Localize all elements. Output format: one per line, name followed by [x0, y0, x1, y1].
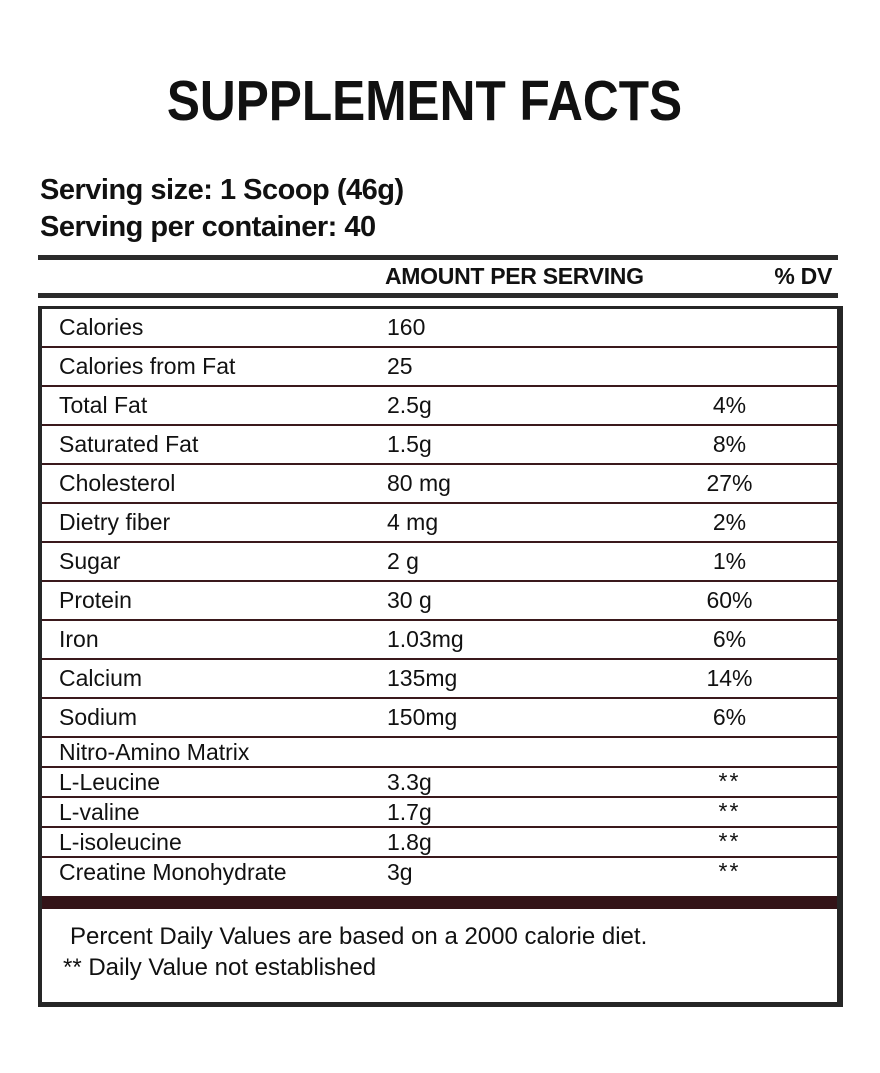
nutrient-label: L-Leucine [59, 768, 161, 795]
nutrient-dv: ** [718, 828, 741, 854]
table-row-iron: Iron 1.03mg 6% [42, 619, 837, 658]
table-row-cholesterol: Cholesterol 80 mg 27% [42, 463, 837, 502]
nutrient-label: Dietry fiber [59, 509, 171, 535]
table-row-creatine-monohydrate: Creatine Monohydrate 3g ** [42, 856, 837, 886]
table-row-nitro-amino-matrix: Nitro-Amino Matrix [42, 736, 837, 766]
nutrient-label: Calcium [59, 665, 143, 691]
nutrient-amount: 1.03mg [387, 626, 464, 652]
nutrient-amount: 3g [387, 858, 413, 885]
table-row-calories: Calories 160 [42, 309, 837, 346]
separator-bar [42, 896, 837, 909]
nutrient-label: Total Fat [59, 392, 148, 418]
nutrient-label: Creatine Monohydrate [59, 858, 287, 885]
table-row-calories-from-fat: Calories from Fat 25 [42, 346, 837, 385]
footnotes: Percent Daily Values are based on a 2000… [42, 909, 837, 1002]
nutrient-dv: 6% [712, 704, 747, 730]
header-bottom-rule [38, 293, 838, 298]
nutrient-dv: ** [718, 798, 741, 824]
nutrient-label: Cholesterol [59, 470, 176, 496]
nutrient-dv: 1% [712, 548, 747, 574]
percent-dv-header: % DV [774, 263, 832, 289]
top-rule [38, 255, 838, 260]
table-row-l-valine: L-valine 1.7g ** [42, 796, 837, 826]
facts-table: Calories 160 Calories from Fat 25 Total … [38, 306, 843, 1007]
table-row-total-fat: Total Fat 2.5g 4% [42, 385, 837, 424]
nutrient-dv: 6% [712, 626, 747, 652]
supplement-facts-label: SUPPLEMENT FACTS Serving size: 1 Scoop (… [0, 73, 880, 1073]
column-header-row: AMOUNT PER SERVING % DV [38, 260, 838, 293]
nutrient-label: Sugar [59, 548, 121, 574]
table-row-protein: Protein 30 g 60% [42, 580, 837, 619]
nutrient-dv: 60% [706, 587, 753, 613]
table-row-calcium: Calcium 135mg 14% [42, 658, 837, 697]
nutrient-amount: 2 g [387, 548, 419, 574]
nutrient-label: Calories [59, 314, 144, 340]
nutrient-amount: 3.3g [387, 768, 432, 795]
nutrient-label: Calories from Fat [59, 353, 236, 379]
nutrient-amount: 4 mg [387, 509, 439, 535]
table-row-l-isoleucine: L-isoleucine 1.8g ** [42, 826, 837, 856]
section-label: Nitro-Amino Matrix [59, 738, 250, 765]
nutrient-amount: 2.5g [387, 392, 432, 418]
servings-per-container-line: Serving per container: 40 [40, 211, 376, 243]
nutrient-dv: ** [718, 858, 741, 884]
nutrient-amount: 135mg [387, 665, 458, 691]
nutrient-amount: 30 g [387, 587, 432, 613]
table-row-sodium: Sodium 150mg 6% [42, 697, 837, 736]
nutrient-dv: 4% [712, 392, 747, 418]
page-title: SUPPLEMENT FACTS [0, 73, 880, 130]
nutrient-dv: 2% [712, 509, 747, 535]
nutrient-label: Iron [59, 626, 99, 652]
table-row-saturated-fat: Saturated Fat 1.5g 8% [42, 424, 837, 463]
nutrient-dv: 27% [706, 470, 753, 496]
amount-per-serving-header: AMOUNT PER SERVING [385, 263, 644, 289]
nutrient-label: L-isoleucine [59, 828, 182, 855]
nutrient-amount: 160 [387, 314, 426, 340]
table-row-l-leucine: L-Leucine 3.3g ** [42, 766, 837, 796]
page-title-text: SUPPLEMENT FACTS [166, 69, 682, 133]
nutrient-label: Saturated Fat [59, 431, 199, 457]
serving-info: Serving size: 1 Scoop (46g) Serving per … [40, 172, 880, 246]
nutrient-label: Protein [59, 587, 132, 613]
not-established-footnote: ** Daily Value not established [63, 954, 377, 981]
nutrient-label: L-valine [59, 798, 140, 825]
nutrient-dv: 14% [706, 665, 753, 691]
nutrient-dv: ** [718, 768, 741, 794]
nutrient-amount: 1.8g [387, 828, 432, 855]
nutrient-amount: 1.5g [387, 431, 432, 457]
daily-values-footnote: Percent Daily Values are based on a 2000… [70, 923, 648, 950]
table-row-sugar: Sugar 2 g 1% [42, 541, 837, 580]
nutrient-dv: 8% [712, 431, 747, 457]
nutrient-amount: 1.7g [387, 798, 432, 825]
table-row-dietry-fiber: Dietry fiber 4 mg 2% [42, 502, 837, 541]
nutrient-dv [622, 738, 837, 741]
nutrient-amount: 25 [387, 353, 413, 379]
nutrient-amount: 80 mg [387, 470, 451, 496]
serving-size-line: Serving size: 1 Scoop (46g) [40, 174, 404, 206]
nutrient-label: Sodium [59, 704, 137, 730]
nutrient-amount: 150mg [387, 704, 458, 730]
